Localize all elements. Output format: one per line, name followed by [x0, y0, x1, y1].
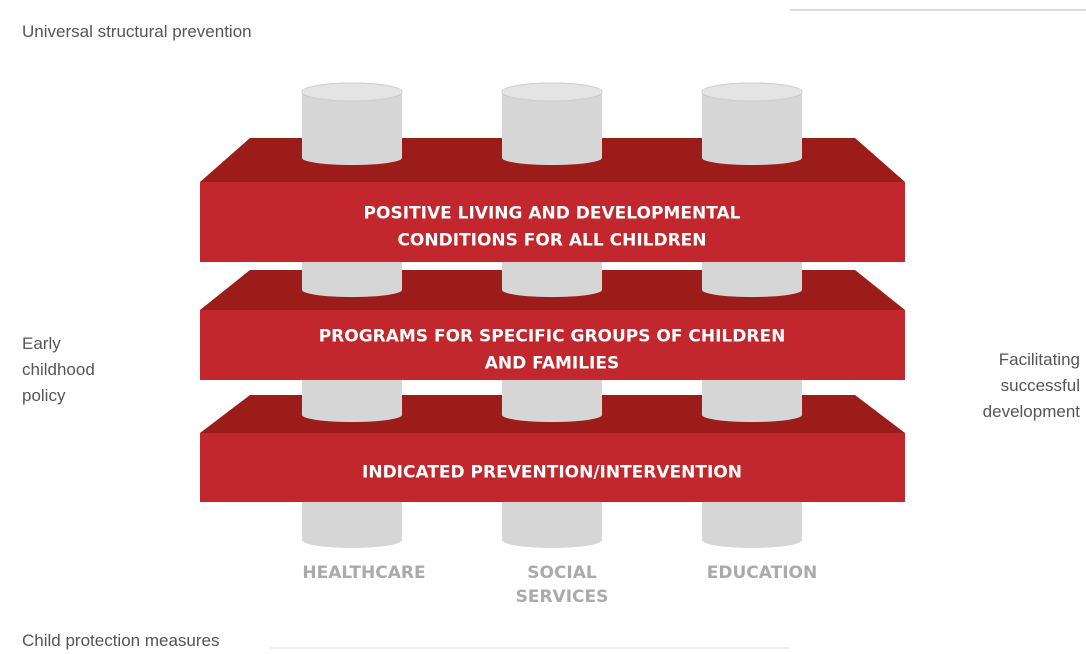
right-label: successful [1001, 376, 1080, 395]
pillar-base [302, 151, 402, 165]
pillar-segment [502, 92, 602, 158]
bottom-left-label: Child protection measures [22, 631, 219, 650]
pillar-base [302, 408, 402, 422]
pillar-top [502, 83, 602, 101]
pillar-bottom [702, 532, 802, 548]
left-label: Early [22, 334, 61, 353]
layer-label: PROGRAMS FOR SPECIFIC GROUPS OF CHILDREN [319, 327, 786, 347]
left-label: policy [22, 386, 66, 405]
layer-label: INDICATED PREVENTION/INTERVENTION [362, 463, 742, 483]
top-left-label: Universal structural prevention [22, 22, 252, 41]
pillar-label: SERVICES [516, 587, 609, 607]
pillar-base [502, 151, 602, 165]
left-label: childhood [22, 360, 95, 379]
pillar-label: HEALTHCARE [302, 563, 425, 583]
pillar-segment [702, 92, 802, 158]
pillar-base [302, 283, 402, 297]
right-label: Facilitating [999, 350, 1080, 369]
pillar-label: SOCIAL [527, 563, 597, 583]
pillar-top [702, 83, 802, 101]
pillar-base [502, 408, 602, 422]
pillar-label: EDUCATION [707, 563, 817, 583]
pillar-bottom [302, 532, 402, 548]
pillar-bottom [502, 532, 602, 548]
layer-label: AND FAMILIES [485, 354, 620, 374]
right-label: development [983, 402, 1081, 421]
pillar-top [302, 83, 402, 101]
layer-label: CONDITIONS FOR ALL CHILDREN [397, 231, 706, 251]
pillar-base [702, 283, 802, 297]
layers: POSITIVE LIVING AND DEVELOPMENTAL CONDITI… [200, 83, 905, 502]
diagram: Universal structural prevention Child pr… [0, 0, 1086, 654]
pillar-base [502, 283, 602, 297]
pillar-segment [302, 92, 402, 158]
layer-label: POSITIVE LIVING AND DEVELOPMENTAL [364, 204, 741, 224]
pillar-base [702, 408, 802, 422]
pillar-base [702, 151, 802, 165]
